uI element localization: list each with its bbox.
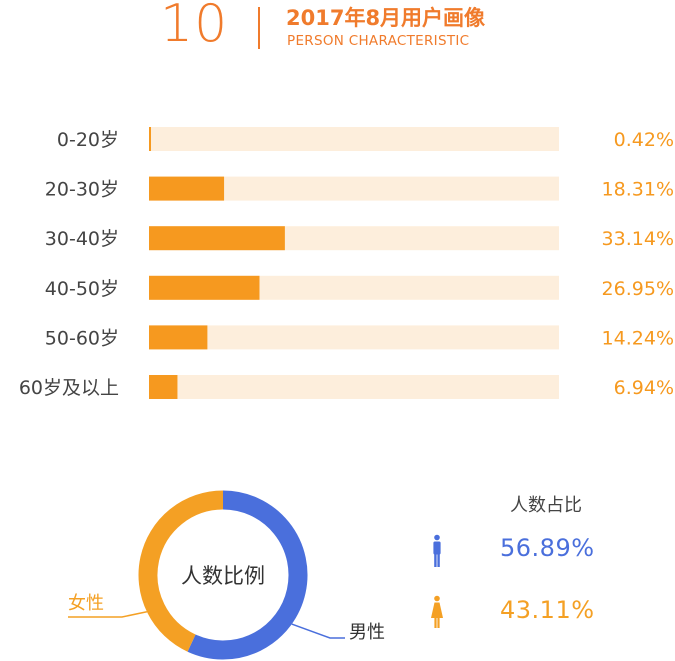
bar-row: 40-50岁 26.95%: [45, 275, 674, 300]
female-percentage: 43.11%: [500, 596, 595, 624]
category-label: 40-50岁: [45, 278, 119, 300]
bar-row: 50-60岁 14.24%: [45, 325, 674, 350]
bar-track: [149, 325, 559, 350]
header-divider: [258, 7, 260, 49]
category-label: 0-20岁: [57, 129, 119, 151]
page-title: 2017年8月用户画像: [286, 6, 486, 30]
donut-center-label: 人数比例: [181, 564, 265, 588]
donut-slice: [138, 490, 224, 652]
value-label: 18.31%: [602, 179, 674, 201]
page-subtitle: PERSON CHARACTERISTIC: [287, 33, 470, 49]
bar-row: 0-20岁 0.42%: [57, 127, 674, 151]
value-label: 26.95%: [602, 278, 674, 300]
value-label: 6.94%: [614, 377, 674, 399]
male-person-icon: [433, 534, 441, 567]
value-label: 0.42%: [614, 129, 674, 151]
bar: [149, 275, 260, 300]
bar-row: 30-40岁 33.14%: [45, 226, 674, 251]
female-slice-label: 女性: [68, 593, 104, 614]
category-label: 20-30岁: [45, 179, 119, 201]
donut-slice: [187, 490, 308, 660]
bar: [149, 325, 208, 350]
gender-legend-title: 人数占比: [510, 495, 582, 516]
male-percentage: 56.89%: [500, 534, 595, 562]
category-label: 50-60岁: [45, 327, 119, 349]
value-label: 14.24%: [602, 327, 674, 349]
female-leader-line: [68, 611, 148, 618]
male-slice-label: 男性: [349, 622, 385, 643]
bar: [149, 226, 285, 251]
bar-row: 60岁及以上 6.94%: [19, 375, 674, 399]
male-leader-line: [291, 623, 345, 639]
bar: [149, 375, 178, 399]
bar-track: [149, 375, 559, 399]
section-number: 10: [160, 0, 229, 54]
bar-row: 20-30岁 18.31%: [45, 176, 674, 201]
category-label: 30-40岁: [45, 228, 119, 250]
category-label: 60岁及以上: [19, 377, 119, 399]
female-person-icon: [431, 595, 443, 628]
bar: [149, 127, 151, 151]
bar: [149, 176, 225, 201]
age-bar-chart: 0-20岁 0.42% 20-30岁 18.31% 30-40岁 33.14% 40-50岁…: [19, 127, 674, 399]
value-label: 33.14%: [602, 228, 674, 250]
bar-track: [149, 127, 559, 151]
